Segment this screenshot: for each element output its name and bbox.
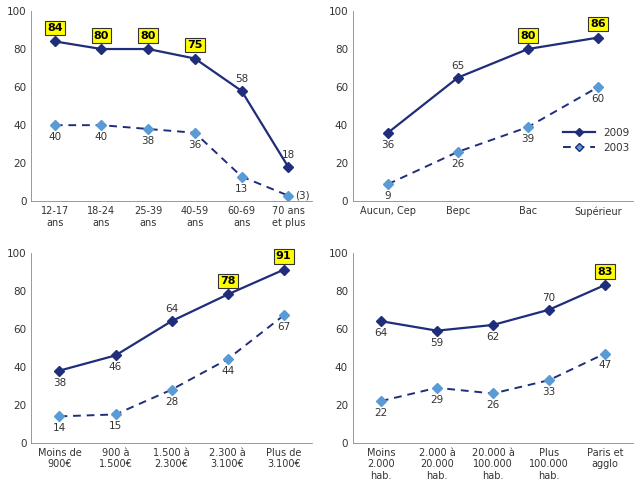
Legend: 2009, 2003: 2009, 2003 bbox=[559, 123, 634, 157]
Text: 26: 26 bbox=[486, 401, 500, 410]
Text: 36: 36 bbox=[381, 140, 394, 150]
Text: 26: 26 bbox=[451, 159, 465, 169]
Text: 75: 75 bbox=[188, 40, 203, 50]
Text: 84: 84 bbox=[47, 23, 63, 33]
Text: 91: 91 bbox=[276, 251, 291, 262]
Text: 44: 44 bbox=[221, 366, 234, 376]
Text: 78: 78 bbox=[220, 276, 236, 286]
Text: (3): (3) bbox=[295, 191, 310, 201]
Text: 9: 9 bbox=[385, 191, 391, 201]
Text: 13: 13 bbox=[235, 183, 248, 194]
Text: 62: 62 bbox=[486, 332, 500, 342]
Text: 38: 38 bbox=[53, 378, 66, 387]
Text: 46: 46 bbox=[109, 363, 122, 372]
Text: 64: 64 bbox=[165, 304, 178, 314]
Text: 18: 18 bbox=[282, 150, 295, 160]
Text: 80: 80 bbox=[94, 31, 109, 41]
Text: 67: 67 bbox=[277, 323, 291, 332]
Text: 38: 38 bbox=[141, 136, 155, 146]
Text: 59: 59 bbox=[430, 338, 444, 347]
Text: 60: 60 bbox=[591, 94, 605, 104]
Text: 40: 40 bbox=[95, 132, 108, 142]
Text: 33: 33 bbox=[542, 387, 556, 397]
Text: 58: 58 bbox=[235, 74, 248, 84]
Text: 15: 15 bbox=[109, 421, 122, 431]
Text: 65: 65 bbox=[451, 61, 465, 71]
Text: 86: 86 bbox=[590, 19, 606, 29]
Text: 80: 80 bbox=[520, 31, 536, 41]
Text: 64: 64 bbox=[374, 328, 387, 338]
Text: 36: 36 bbox=[188, 140, 202, 150]
Text: 28: 28 bbox=[165, 397, 178, 407]
Text: 70: 70 bbox=[543, 293, 556, 303]
Text: 14: 14 bbox=[53, 423, 66, 433]
Text: 29: 29 bbox=[430, 395, 444, 405]
Text: 83: 83 bbox=[597, 266, 612, 277]
Text: 39: 39 bbox=[522, 134, 534, 144]
Text: 47: 47 bbox=[598, 361, 612, 370]
Text: 22: 22 bbox=[374, 408, 387, 418]
Text: 40: 40 bbox=[48, 132, 61, 142]
Text: 80: 80 bbox=[141, 31, 156, 41]
